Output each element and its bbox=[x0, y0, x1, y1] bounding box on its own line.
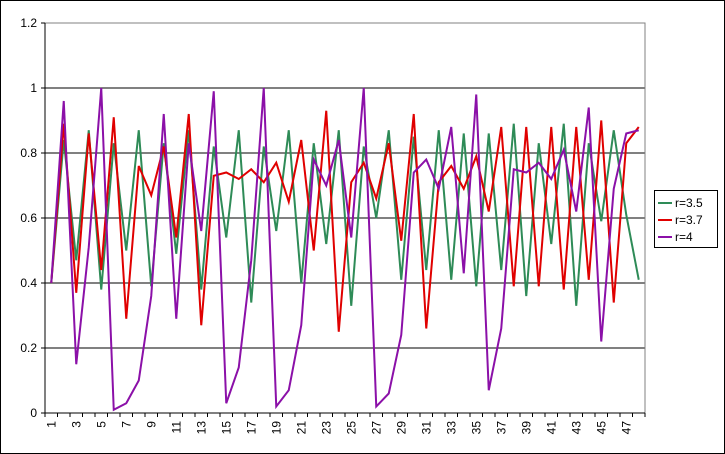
x-tick-label: 27 bbox=[369, 421, 383, 435]
x-tick-label: 35 bbox=[469, 421, 483, 435]
x-tick-label: 1 bbox=[44, 421, 58, 428]
series-line-1 bbox=[50, 123, 640, 306]
x-tick-label: 39 bbox=[519, 421, 533, 435]
x-tick-label: 13 bbox=[194, 421, 208, 435]
legend: r=3.5 r=3.7 r=4 bbox=[654, 190, 718, 248]
x-tick-label: 5 bbox=[94, 421, 108, 428]
y-tick-label: 1 bbox=[30, 81, 37, 95]
legend-label: r=3.7 bbox=[675, 212, 703, 227]
legend-entry-r4: r=4 bbox=[655, 228, 717, 245]
series-lines bbox=[50, 87, 640, 412]
x-tick-label: 21 bbox=[294, 421, 308, 435]
y-tick-label: 1.2 bbox=[20, 16, 37, 30]
legend-swatch bbox=[658, 218, 672, 221]
legend-entry-r35: r=3.5 bbox=[655, 194, 717, 211]
x-tick-label: 3 bbox=[69, 421, 83, 428]
legend-entry-r37: r=3.7 bbox=[655, 211, 717, 228]
series-line-2 bbox=[50, 110, 640, 332]
y-tick-label: 0.6 bbox=[20, 211, 37, 225]
x-tick-label: 45 bbox=[594, 421, 608, 435]
y-tick-label: 0 bbox=[30, 406, 37, 420]
y-tick-label: 0.8 bbox=[20, 146, 37, 160]
legend-label: r=4 bbox=[675, 229, 693, 244]
x-tick-label: 19 bbox=[269, 421, 283, 435]
x-tick-label: 23 bbox=[319, 421, 333, 435]
x-tick-label: 7 bbox=[119, 421, 133, 428]
axes bbox=[41, 22, 646, 417]
y-tick-labels: 0 0.2 0.4 0.6 0.8 1 1.2 bbox=[20, 16, 37, 420]
legend-swatch bbox=[658, 201, 672, 204]
x-tick-label: 33 bbox=[444, 421, 458, 435]
x-tick-label: 31 bbox=[419, 421, 433, 435]
x-tick-label: 9 bbox=[144, 421, 158, 428]
x-tick-labels: 1 3 5 7 9 11 13 15 17 19 21 23 25 27 29 31 33 35 37 39 41 43 4… bbox=[44, 421, 633, 435]
x-tick-label: 41 bbox=[544, 421, 558, 435]
x-tick-label: 15 bbox=[219, 421, 233, 435]
x-tick-label: 25 bbox=[344, 421, 358, 435]
y-tick-label: 0.2 bbox=[20, 341, 37, 355]
series-line-3 bbox=[50, 87, 640, 412]
x-tick-label: 11 bbox=[169, 421, 183, 434]
x-tick-label: 43 bbox=[569, 421, 583, 435]
x-tick-label: 47 bbox=[619, 421, 633, 435]
legend-swatch bbox=[658, 235, 672, 238]
legend-label: r=3.5 bbox=[675, 195, 703, 210]
x-tick-label: 37 bbox=[494, 421, 508, 435]
y-tick-label: 0.4 bbox=[20, 276, 37, 290]
x-tick-label: 17 bbox=[244, 421, 258, 435]
x-tick-label: 29 bbox=[394, 421, 408, 435]
